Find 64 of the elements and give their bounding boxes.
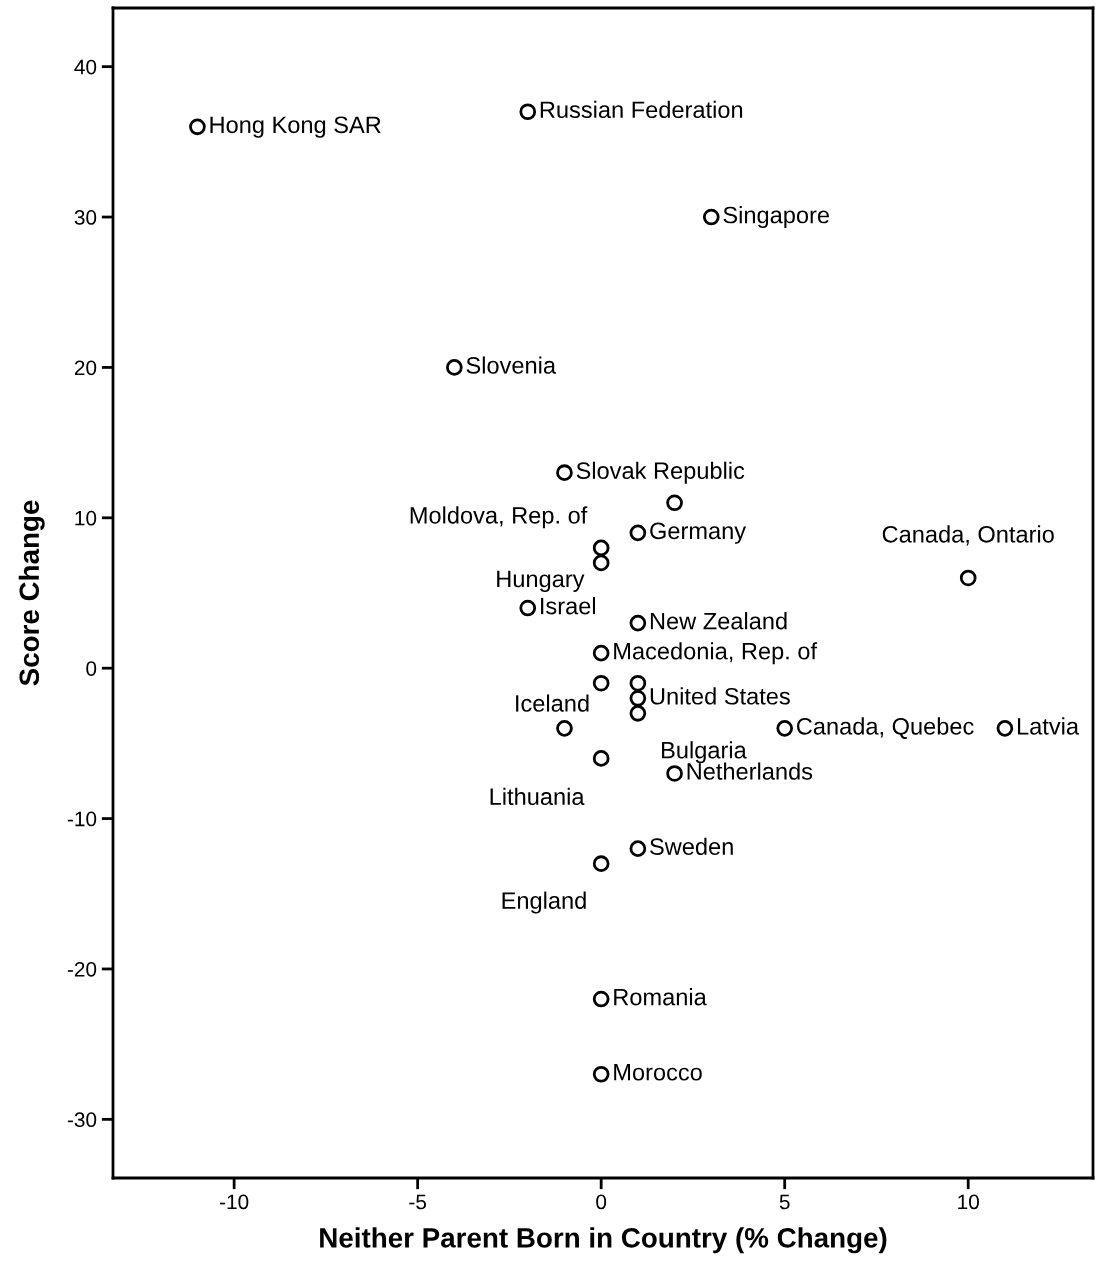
- annotation: Netherlands: [687, 762, 813, 780]
- y-tick-label: 20: [74, 360, 97, 376]
- annotation: Hong Kong SAR: [210, 116, 381, 138]
- y-tick-label: -10: [67, 811, 97, 827]
- annotation: Macedonia, Rep. of: [614, 642, 818, 665]
- x-axis-title: Neither Parent Born in Country (% Change): [320, 1227, 887, 1254]
- y-tick-label: -30: [67, 1112, 97, 1128]
- point: [446, 359, 463, 376]
- annotation: England: [502, 891, 586, 914]
- annotation: Germany: [650, 522, 747, 544]
- annotation: Israel: [541, 597, 596, 615]
- y-tick-label: 10: [75, 510, 97, 526]
- annotation: Bulgaria: [662, 741, 747, 764]
- point: [556, 720, 573, 737]
- annotation: Hungary: [497, 570, 585, 592]
- point: [629, 614, 647, 632]
- point: [592, 1065, 610, 1083]
- x-tick-label: 10: [958, 1194, 979, 1210]
- point: [702, 208, 720, 226]
- point: [776, 720, 794, 737]
- point: [519, 103, 537, 121]
- point: [556, 464, 573, 482]
- point: [592, 554, 610, 572]
- x-tick-label: -5: [409, 1194, 427, 1210]
- annotation: Russian Federation: [540, 100, 743, 119]
- annotation: Romania: [614, 988, 707, 1006]
- point: [666, 494, 683, 512]
- point: [592, 539, 610, 557]
- annotation: Iceland: [516, 694, 589, 712]
- point: [629, 689, 647, 707]
- point: [592, 855, 610, 873]
- y-tick-label: 0: [86, 661, 97, 676]
- y-tick-label: -20: [67, 961, 97, 977]
- point: [629, 674, 647, 692]
- x-tick-label: 0: [596, 1194, 607, 1210]
- annotation: Latvia: [1017, 717, 1080, 735]
- annotation: New Zealand: [650, 612, 787, 630]
- point: [519, 599, 537, 617]
- annotation: Canada, Quebec: [797, 717, 974, 739]
- y-tick-label: 40: [74, 59, 97, 75]
- annotation: Slovak Republic: [576, 461, 745, 484]
- y-tick-label: 30: [74, 210, 97, 225]
- annotation: United States: [650, 687, 790, 705]
- annotation: Lithuania: [490, 787, 585, 806]
- point: [629, 524, 647, 542]
- point: [629, 840, 647, 857]
- annotation: Canada, Ontario: [882, 525, 1054, 546]
- x-tick-label: -10: [219, 1194, 249, 1210]
- point: [996, 720, 1014, 737]
- annotation: Singapore: [723, 206, 829, 229]
- point: [629, 704, 647, 722]
- point: [592, 674, 610, 692]
- y-axis-title: Score Change: [18, 500, 45, 686]
- annotation: Sweden: [650, 837, 733, 855]
- annotation: Slovenia: [466, 356, 557, 374]
- point: [592, 750, 610, 767]
- point: [189, 118, 206, 136]
- point: [666, 765, 683, 782]
- annotation: Moldova, Rep. of: [410, 506, 588, 529]
- point: [592, 990, 610, 1008]
- x-tick-label: 5: [779, 1194, 790, 1210]
- point: [959, 569, 977, 587]
- annotation: Morocco: [614, 1064, 702, 1081]
- point: [592, 644, 610, 662]
